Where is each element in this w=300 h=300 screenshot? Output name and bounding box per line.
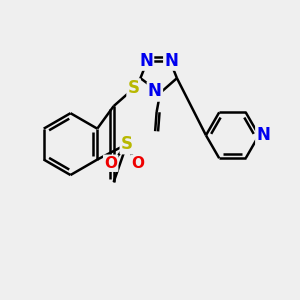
- Text: N: N: [139, 52, 153, 70]
- Text: S: S: [128, 80, 140, 98]
- Text: O: O: [104, 156, 117, 171]
- Text: N: N: [148, 82, 162, 100]
- Text: S: S: [121, 135, 133, 153]
- Text: O: O: [132, 156, 145, 171]
- Text: N: N: [164, 52, 178, 70]
- Text: N: N: [256, 126, 270, 144]
